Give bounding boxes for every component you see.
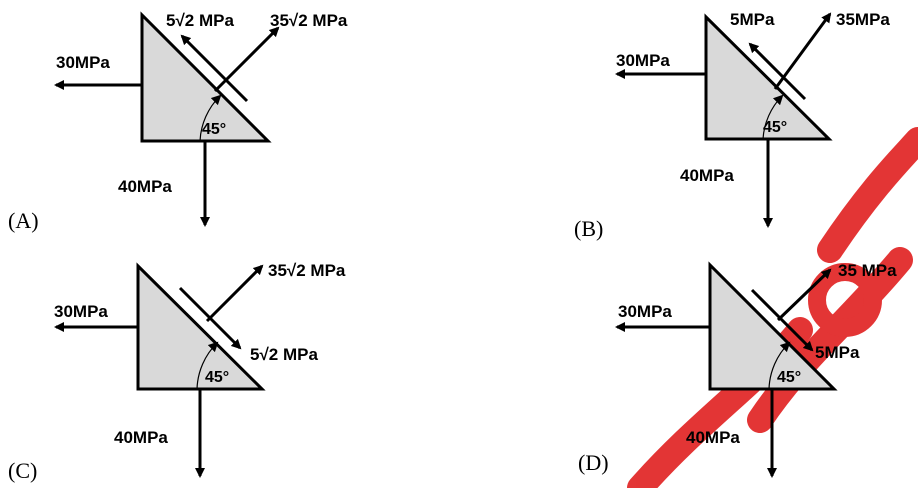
left-stress-label: 30MPa [54,302,108,321]
angle-arc [762,94,784,140]
bottom-stress-label: 40MPa [686,428,740,447]
angle-arc [196,341,219,390]
normal-stress-label: 35 MPa [838,261,897,280]
angle-label: 45° [777,369,801,386]
normal-stress-arrow [213,26,280,93]
watermark-stroke-2 [747,247,913,433]
panel-d: 45° 30MPa 40MPa 5MPa 35 MPa (D) [578,261,897,478]
panel-b: 45° 30MPa 40MPa 5MPa 35MPa (B) [574,10,890,241]
left-stress-label: 30MPa [618,302,672,321]
normal-stress-arrow [776,268,832,322]
watermark-ring [808,263,882,337]
normal-stress-label: 35MPa [836,10,890,29]
shear-stress-arrow [180,34,249,103]
option-label: (D) [578,450,609,475]
option-label: (A) [8,208,39,233]
panel-c: 45° 30MPa 40MPa 5√2 MPa 35√2 MPa (C) [8,261,346,483]
bottom-stress-label: 40MPa [680,166,734,185]
normal-stress-label: 35√2 MPa [268,261,346,280]
shear-stress-label: 5√2 MPa [250,345,318,364]
watermark [627,127,918,488]
normal-stress-arrow [205,264,264,323]
normal-stress-arrow [773,12,832,90]
watermark-stroke-3 [817,127,918,263]
shear-stress-label: 5MPa [730,10,775,29]
shear-stress-arrow [748,42,807,101]
angle-label: 45° [202,121,226,138]
left-stress-label: 30MPa [616,51,670,70]
bottom-stress-label: 40MPa [114,428,168,447]
shear-stress-label: 5MPa [815,343,860,362]
angle-arc [199,94,222,142]
panel-a: 45° 30MPa 40MPa 5√2 MPa 35√2 MPa (A) [8,11,348,233]
angle-label: 45° [763,119,787,136]
left-stress-label: 30MPa [56,53,110,72]
angle-label: 45° [205,369,229,386]
option-label: (C) [8,458,37,483]
shear-stress-label: 5√2 MPa [166,11,234,30]
shear-stress-arrow [750,288,814,352]
normal-stress-label: 35√2 MPa [270,11,348,30]
option-label: (B) [574,216,603,241]
angle-arc [768,341,791,390]
bottom-stress-label: 40MPa [118,177,172,196]
